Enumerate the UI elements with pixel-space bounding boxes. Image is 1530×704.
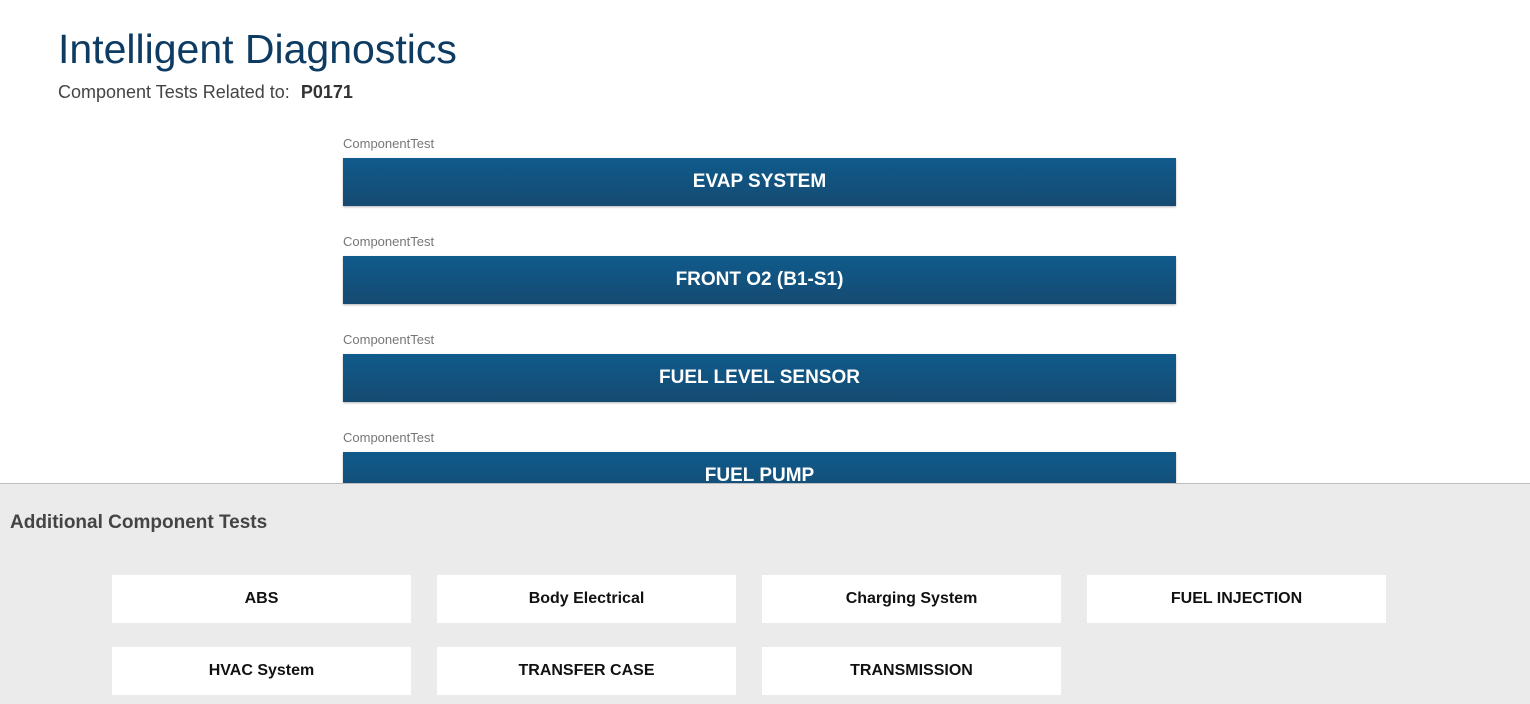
evap-system-button[interactable]: EVAP SYSTEM (343, 158, 1176, 206)
transmission-button[interactable]: TRANSMISSION (762, 647, 1061, 695)
page-subtitle: Component Tests Related to: P0171 (58, 82, 353, 103)
hvac-system-button[interactable]: HVAC System (112, 647, 411, 695)
fuel-injection-button[interactable]: FUEL INJECTION (1087, 575, 1386, 623)
charging-system-button[interactable]: Charging System (762, 575, 1061, 623)
component-test-item: ComponentTest FRONT O2 (B1-S1) (343, 234, 1176, 332)
abs-button[interactable]: ABS (112, 575, 411, 623)
component-test-list: ComponentTest EVAP SYSTEM ComponentTest … (343, 136, 1176, 528)
component-test-item: ComponentTest FUEL LEVEL SENSOR (343, 332, 1176, 430)
additional-tests-grid: ABS Body Electrical Charging System FUEL… (112, 575, 1386, 695)
component-test-label: ComponentTest (343, 136, 435, 151)
additional-tests-panel: Additional Component Tests ABS Body Elec… (0, 483, 1530, 704)
page-title: Intelligent Diagnostics (58, 26, 457, 72)
component-test-label: ComponentTest (343, 332, 435, 347)
fuel-level-sensor-button[interactable]: FUEL LEVEL SENSOR (343, 354, 1176, 402)
component-test-item: ComponentTest EVAP SYSTEM (343, 136, 1176, 234)
trouble-code: P0171 (300, 82, 353, 102)
component-test-label: ComponentTest (343, 430, 435, 445)
body-electrical-button[interactable]: Body Electrical (437, 575, 736, 623)
front-o2-button[interactable]: FRONT O2 (B1-S1) (343, 256, 1176, 304)
component-test-label: ComponentTest (343, 234, 435, 249)
additional-tests-title: Additional Component Tests (10, 512, 268, 533)
subtitle-prefix: Component Tests Related to: (58, 82, 290, 102)
transfer-case-button[interactable]: TRANSFER CASE (437, 647, 736, 695)
